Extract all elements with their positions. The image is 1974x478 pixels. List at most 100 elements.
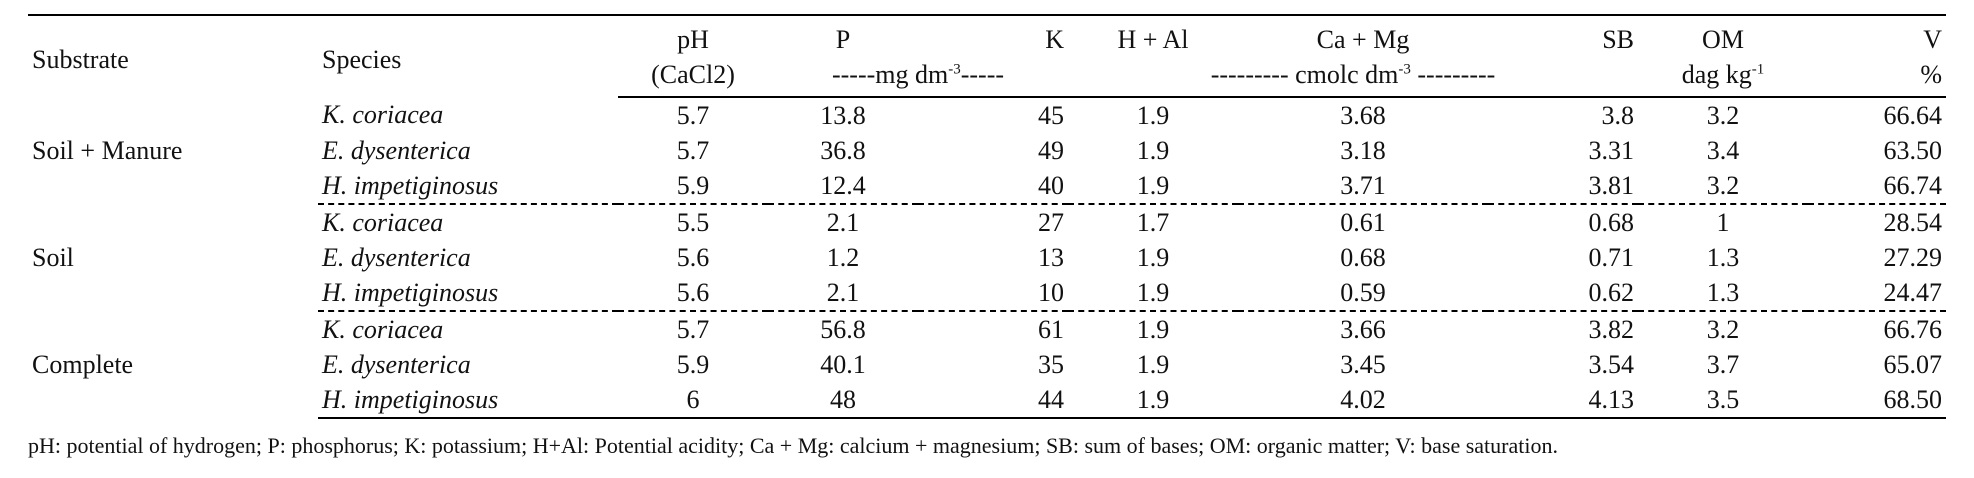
hal-cell: 1.9	[1136, 314, 1170, 344]
hal-cell: 1.9	[1136, 349, 1170, 379]
v-cell: 68.50	[1808, 382, 1946, 419]
sb-cell: 4.13	[1488, 382, 1638, 419]
v-cell: 28.54	[1883, 207, 1943, 237]
v-cell: 66.74	[1808, 168, 1946, 205]
hal-cell: 1.9	[1068, 275, 1238, 312]
p-cell: 36.8	[820, 135, 866, 165]
ph-cell: 5.7	[676, 100, 710, 130]
hal-cell: 1.9	[1068, 382, 1238, 419]
substrate-group: Soil K. coriacea 5.5 2.1 27 1.7 0.61 0.68 1 28.54…	[28, 204, 1946, 312]
species-cell: K. coriacea	[322, 100, 444, 129]
header-substrate: Substrate	[28, 14, 318, 97]
camg-cell: 0.61	[1340, 207, 1386, 237]
header-k: K	[918, 14, 1068, 57]
species-cell: H. impetiginosus	[318, 168, 618, 205]
sb-cell: 3.8	[1601, 100, 1635, 130]
k-cell: 13	[1038, 242, 1064, 272]
om-cell: 3.2	[1706, 314, 1740, 344]
k-cell: 10	[918, 275, 1068, 312]
p-cell: 56.8	[820, 314, 866, 344]
header-cmol-unit: --------- cmolc dm-3 ---------	[1068, 57, 1638, 98]
species-cell: H. impetiginosus	[318, 382, 618, 419]
header-camg: Ca + Mg	[1238, 14, 1488, 57]
om-cell: 3.2	[1638, 168, 1808, 205]
ph-cell: 5.5	[676, 207, 710, 237]
header-ph: pH	[618, 14, 768, 57]
pk-unit-text: -----mg dm	[831, 59, 949, 89]
hal-cell: 1.9	[1136, 135, 1170, 165]
ph-cell: 5.9	[618, 168, 768, 205]
header-om: OM	[1638, 14, 1808, 57]
camg-cell: 3.18	[1340, 135, 1386, 165]
species-cell: E. dysenterica	[322, 349, 471, 379]
cmol-unit-sup: -3	[1398, 60, 1411, 77]
hal-cell: 1.9	[1068, 168, 1238, 205]
species-cell: E. dysenterica	[322, 242, 471, 272]
pk-unit-tail: -----	[960, 59, 1005, 89]
om-cell: 3.5	[1638, 382, 1808, 419]
om-unit-text: dag kg	[1681, 59, 1752, 89]
species-cell: K. coriacea	[322, 207, 444, 237]
camg-cell: 3.71	[1238, 168, 1488, 205]
camg-cell: 3.66	[1340, 314, 1386, 344]
om-cell: 3.4	[1706, 135, 1740, 165]
substrate-cell: Soil	[32, 242, 74, 272]
substrate-group: Soil + Manure K. coriacea 5.7 13.8 45 1.9 3.68…	[28, 97, 1946, 205]
p-cell: 13.8	[820, 100, 866, 130]
ph-cell: 5.6	[618, 275, 768, 312]
om-cell: 1	[1716, 207, 1730, 237]
header-v: V	[1808, 14, 1946, 57]
camg-cell: 3.45	[1340, 349, 1386, 379]
sb-cell: 3.54	[1588, 349, 1635, 379]
om-cell: 1.3	[1638, 275, 1808, 312]
hal-cell: 1.7	[1136, 207, 1170, 237]
pk-unit-sup: -3	[948, 60, 961, 77]
sb-cell: 3.82	[1588, 314, 1635, 344]
p-cell: 2.1	[826, 207, 860, 237]
table-row: H. impetiginosus 5.9 12.4 40 1.9 3.71 3.81 3.2 6…	[28, 168, 1946, 205]
ph-cell: 6	[618, 382, 768, 419]
table-row: E. dysenterica 5.7 36.8 49 1.9 3.18 3.31 3.4 63.…	[28, 133, 1946, 168]
ph-cell: 5.9	[676, 349, 710, 379]
k-cell: 40	[918, 168, 1068, 205]
om-cell: 3.2	[1706, 100, 1740, 130]
hal-cell: 1.9	[1136, 242, 1170, 272]
soil-chemistry-table: Substrate Species pH P K H + Al Ca + Mg …	[28, 14, 1946, 419]
om-cell: 1.3	[1706, 242, 1740, 272]
v-cell: 66.64	[1883, 100, 1943, 130]
sb-cell: 0.71	[1588, 242, 1635, 272]
table-row: E. dysenterica 5.6 1.2 13 1.9 0.68 0.71 1.3 27.2…	[28, 240, 1946, 275]
camg-cell: 0.68	[1340, 242, 1386, 272]
species-cell: H. impetiginosus	[318, 275, 618, 312]
cmol-unit-text: --------- cmolc dm	[1210, 59, 1399, 89]
v-cell: 24.47	[1808, 275, 1946, 312]
v-cell: 27.29	[1883, 242, 1943, 272]
ph-cell: 5.6	[676, 242, 710, 272]
header-v-unit: %	[1808, 57, 1946, 98]
p-cell: 12.4	[768, 168, 918, 205]
cmol-unit-tail: ---------	[1410, 59, 1496, 89]
substrate-cell: Complete	[32, 349, 134, 379]
table-row: Complete K. coriacea 5.7 56.8 61 1.9 3.66 3.82 3…	[28, 311, 1946, 379]
camg-cell: 3.68	[1340, 100, 1386, 130]
om-cell: 3.7	[1706, 349, 1740, 379]
header-sb: SB	[1488, 14, 1638, 57]
camg-cell: 4.02	[1238, 382, 1488, 419]
k-cell: 61	[1038, 314, 1064, 344]
v-cell: 63.50	[1883, 135, 1943, 165]
sb-cell: 0.62	[1488, 275, 1638, 312]
k-cell: 44	[918, 382, 1068, 419]
soil-chemistry-table-container: Substrate Species pH P K H + Al Ca + Mg …	[28, 14, 1946, 459]
sb-cell: 3.81	[1488, 168, 1638, 205]
header-p: P	[768, 14, 918, 57]
v-cell: 66.76	[1883, 314, 1943, 344]
v-cell: 65.07	[1883, 349, 1943, 379]
k-cell: 45	[1038, 100, 1064, 130]
table-row: H. impetiginosus 6 48 44 1.9 4.02 4.13 3.5 68.50	[28, 382, 1946, 419]
header-species: Species	[318, 14, 618, 97]
substrate-cell: Soil + Manure	[32, 135, 183, 165]
sb-cell: 3.31	[1588, 135, 1635, 165]
header-hal: H + Al	[1068, 14, 1238, 57]
header-om-unit: dag kg-1	[1638, 57, 1808, 98]
hal-cell: 1.9	[1136, 100, 1170, 130]
